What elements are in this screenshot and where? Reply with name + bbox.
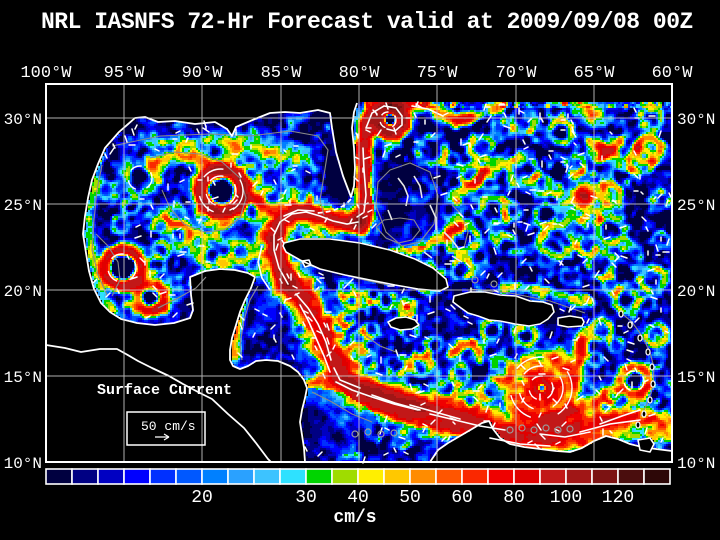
svg-text:60°W: 60°W <box>652 64 694 83</box>
svg-text:30°N: 30°N <box>677 111 715 129</box>
svg-text:20: 20 <box>191 488 213 508</box>
svg-text:40: 40 <box>347 488 369 508</box>
svg-text:95°W: 95°W <box>104 64 146 83</box>
svg-text:80°W: 80°W <box>339 64 381 83</box>
svg-text:65°W: 65°W <box>574 64 616 83</box>
svg-text:cm/s: cm/s <box>333 508 376 528</box>
svg-text:15°N: 15°N <box>4 369 42 387</box>
svg-text:Surface Current: Surface Current <box>97 382 232 399</box>
svg-text:25°N: 25°N <box>677 197 715 215</box>
svg-text:100°W: 100°W <box>20 64 72 83</box>
svg-text:15°N: 15°N <box>677 369 715 387</box>
svg-text:10°N: 10°N <box>4 455 42 473</box>
svg-text:30: 30 <box>295 488 317 508</box>
svg-text:100: 100 <box>550 488 582 508</box>
svg-text:75°W: 75°W <box>417 64 459 83</box>
svg-text:120: 120 <box>602 488 634 508</box>
svg-text:85°W: 85°W <box>261 64 303 83</box>
svg-text:70°W: 70°W <box>496 64 538 83</box>
svg-text:20°N: 20°N <box>4 283 42 301</box>
svg-text:10°N: 10°N <box>677 455 715 473</box>
svg-text:30°N: 30°N <box>4 111 42 129</box>
svg-text:60: 60 <box>451 488 473 508</box>
svg-text:25°N: 25°N <box>4 197 42 215</box>
svg-text:80: 80 <box>503 488 525 508</box>
svg-text:50: 50 <box>399 488 421 508</box>
svg-text:NRL IASNFS 72-Hr Forecast val: NRL IASNFS 72-Hr Forecast valid at 2009/… <box>41 9 693 35</box>
svg-text:50 cm/s: 50 cm/s <box>141 419 196 434</box>
svg-text:20°N: 20°N <box>677 283 715 301</box>
svg-text:90°W: 90°W <box>182 64 224 83</box>
